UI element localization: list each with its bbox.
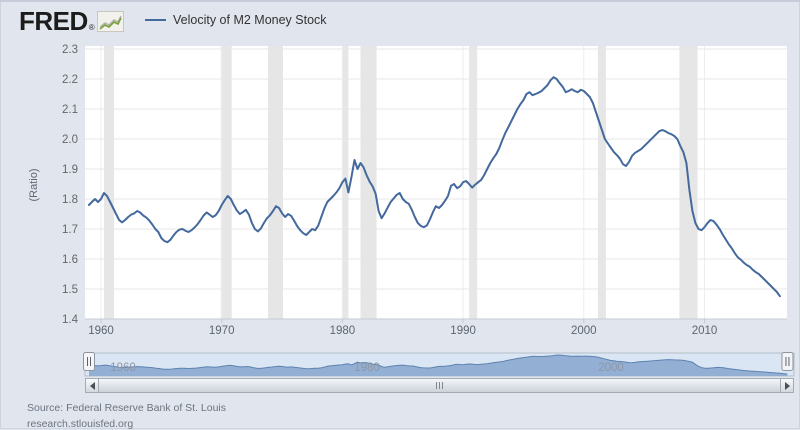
legend: Velocity of M2 Money Stock — [145, 13, 327, 27]
fred-logo-text: FRED — [19, 6, 88, 36]
navigator-x-label: 1960 — [110, 362, 136, 374]
source-link[interactable]: research.stlouisfed.org — [27, 418, 134, 430]
navigator-minichart[interactable]: 1960 1980 2000 — [1, 352, 800, 378]
plot-area[interactable] — [85, 46, 787, 319]
y-tick-label: 2.3 — [62, 44, 78, 56]
left-arrow-icon — [89, 381, 95, 390]
y-tick-label: 2.0 — [62, 134, 78, 146]
navigator-x-label: 1980 — [354, 362, 380, 374]
velocity-line — [87, 76, 781, 298]
scrollbar[interactable] — [85, 378, 794, 393]
source-text: Source: Federal Reserve Bank of St. Loui… — [27, 402, 227, 414]
y-tick-label: 2.2 — [62, 74, 78, 86]
y-tick-label: 1.7 — [62, 224, 78, 236]
navigator-area[interactable] — [89, 355, 788, 376]
recession-band — [267, 46, 284, 319]
navigator-x-label: 2000 — [598, 362, 624, 374]
y-tick-label: 1.9 — [62, 164, 78, 176]
x-tick-label: 1990 — [450, 325, 476, 337]
legend-line-swatch — [145, 19, 166, 21]
y-tick-label: 1.5 — [62, 284, 78, 296]
y-tick-label: 1.8 — [62, 194, 78, 206]
y-tick-label: 1.6 — [62, 254, 78, 266]
recession-band — [360, 46, 377, 319]
registered-trademark: ® — [88, 23, 95, 32]
main-chart[interactable]: 1.4 1.5 1.6 1.7 1.8 1.9 2.0 2.1 2.2 2.3 1960 1970 19… — [1, 42, 800, 342]
recession-band — [104, 46, 115, 319]
navigator-handle-left[interactable] — [83, 352, 95, 371]
line-chart-icon — [96, 10, 124, 32]
x-tick-label: 2000 — [571, 325, 597, 337]
recession-band — [220, 46, 232, 319]
x-tick-label: 2010 — [692, 325, 718, 337]
scrollbar-grip-icon — [436, 382, 443, 389]
scrollbar-thumb[interactable] — [99, 378, 780, 393]
y-tick-label: 2.1 — [62, 104, 78, 116]
y-tick-label: 1.4 — [62, 314, 79, 326]
x-tick-label: 1970 — [209, 325, 235, 337]
fred-logo[interactable]: FRED ® — [19, 8, 124, 34]
right-arrow-icon — [784, 381, 790, 390]
y-axis-title: (Ratio) — [28, 168, 40, 201]
legend-label: Velocity of M2 Money Stock — [173, 13, 327, 27]
recession-band — [597, 46, 606, 319]
navigator-line — [88, 354, 788, 375]
x-tick-label: 1960 — [88, 325, 114, 337]
navigator-handle-right[interactable] — [781, 352, 794, 371]
recession-band — [469, 46, 478, 319]
scrollbar-right-arrow-button[interactable] — [780, 378, 794, 393]
scrollbar-left-arrow-button[interactable] — [85, 378, 99, 393]
x-tick-label: 1980 — [330, 325, 356, 337]
